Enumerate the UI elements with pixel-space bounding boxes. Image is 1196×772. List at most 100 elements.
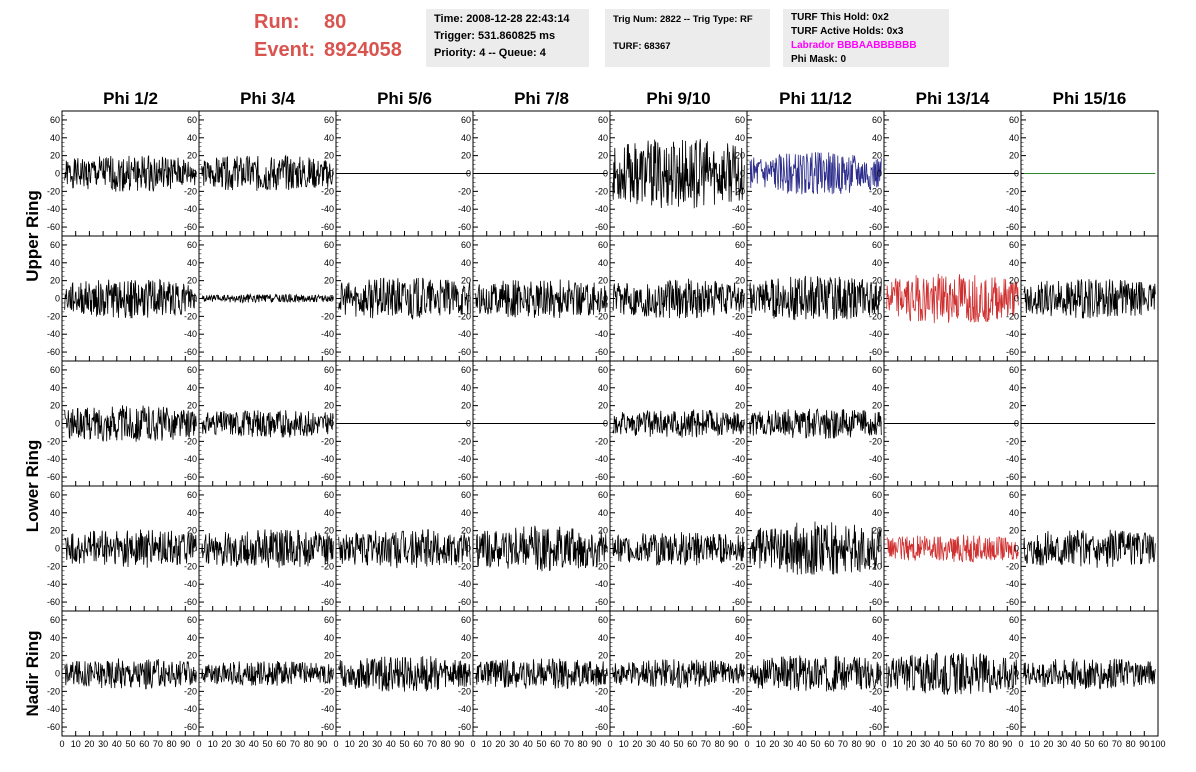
x-tick-label: 70 — [701, 739, 711, 749]
x-tick-label: 40 — [797, 739, 807, 749]
trigger-text: Trigger: 531.860825 ms — [434, 30, 556, 42]
y-tick-label: 0 — [603, 419, 608, 429]
x-tick-label: 30 — [509, 739, 519, 749]
y-tick-label: -20 — [595, 311, 608, 321]
y-tick-label: 40 — [735, 633, 745, 643]
y-tick-label: -60 — [732, 597, 745, 607]
x-tick-label: 40 — [523, 739, 533, 749]
x-tick-label: 90 — [180, 739, 190, 749]
x-tick-label: 0 — [744, 739, 749, 749]
y-tick-label: 40 — [187, 133, 197, 143]
x-tick-label: 80 — [578, 739, 588, 749]
y-tick-label: 60 — [598, 365, 608, 375]
y-tick-label: 40 — [598, 133, 608, 143]
run-event-block: Run: 80 Event: 8924058 — [254, 8, 402, 64]
y-tick-label: -60 — [47, 472, 60, 482]
y-tick-label: 20 — [1009, 151, 1019, 161]
y-tick-label: 20 — [50, 526, 60, 536]
y-tick-label: -60 — [321, 722, 334, 732]
x-tick-label: 70 — [564, 739, 574, 749]
y-tick-label: 0 — [740, 169, 745, 179]
y-tick-label: 0 — [466, 669, 471, 679]
x-tick-label: 40 — [386, 739, 396, 749]
waveform-trace — [64, 658, 197, 690]
y-tick-label: 40 — [461, 633, 471, 643]
y-tick-label: -60 — [458, 347, 471, 357]
y-tick-label: -20 — [184, 561, 197, 571]
y-tick-label: -60 — [732, 347, 745, 357]
y-tick-label: -20 — [458, 311, 471, 321]
y-tick-label: 20 — [872, 651, 882, 661]
x-tick-label: 60 — [276, 739, 286, 749]
y-tick-label: -40 — [184, 204, 197, 214]
waveform-trace — [886, 652, 1019, 695]
y-tick-label: 20 — [735, 526, 745, 536]
y-tick-label: -40 — [184, 579, 197, 589]
y-tick-label: 40 — [598, 383, 608, 393]
turf-text: TURF: 68367 — [613, 41, 671, 52]
y-tick-label: -40 — [458, 329, 471, 339]
y-tick-label: 20 — [735, 151, 745, 161]
y-tick-label: -40 — [595, 329, 608, 339]
y-tick-label: 20 — [872, 276, 882, 286]
y-tick-label: 40 — [461, 383, 471, 393]
waveform-trace — [338, 277, 471, 320]
y-tick-label: 0 — [466, 544, 471, 554]
x-tick-label: 0 — [470, 739, 475, 749]
y-tick-label: 40 — [598, 633, 608, 643]
waveform-trace — [201, 293, 334, 304]
y-tick-label: 20 — [50, 401, 60, 411]
y-tick-label: 0 — [329, 669, 334, 679]
x-tick-label: 70 — [1112, 739, 1122, 749]
y-tick-label: -40 — [869, 704, 882, 714]
x-tick-label: 40 — [249, 739, 259, 749]
x-tick-label: 60 — [550, 739, 560, 749]
waveform-trace — [338, 656, 471, 692]
x-tick-label: 70 — [975, 739, 985, 749]
waveform-trace — [64, 154, 197, 192]
y-tick-label: 60 — [50, 490, 60, 500]
y-tick-label: -20 — [47, 436, 60, 446]
y-tick-label: -20 — [869, 186, 882, 196]
y-tick-label: 40 — [187, 383, 197, 393]
y-tick-label: 40 — [461, 258, 471, 268]
y-tick-label: 0 — [877, 419, 882, 429]
event-value: 8924058 — [324, 39, 402, 61]
y-tick-label: 40 — [187, 508, 197, 518]
x-tick-label: 80 — [167, 739, 177, 749]
y-tick-label: 0 — [329, 169, 334, 179]
y-tick-label: 0 — [55, 544, 60, 554]
y-tick-label: 20 — [461, 651, 471, 661]
y-tick-label: 40 — [735, 133, 745, 143]
y-tick-label: 40 — [50, 383, 60, 393]
y-tick-label: 40 — [735, 508, 745, 518]
y-tick-label: -40 — [1006, 454, 1019, 464]
y-tick-label: 0 — [466, 294, 471, 304]
y-tick-label: 60 — [324, 365, 334, 375]
y-tick-label: 60 — [735, 615, 745, 625]
x-tick-label: 10 — [71, 739, 81, 749]
y-tick-label: -20 — [47, 186, 60, 196]
x-tick-label: 40 — [934, 739, 944, 749]
y-tick-label: 40 — [50, 633, 60, 643]
y-tick-label: -60 — [869, 347, 882, 357]
y-tick-label: 40 — [324, 133, 334, 143]
y-tick-label: 0 — [1014, 544, 1019, 554]
y-tick-label: -40 — [47, 454, 60, 464]
y-tick-label: 0 — [466, 419, 471, 429]
y-tick-label: 40 — [324, 508, 334, 518]
y-tick-label: -60 — [595, 472, 608, 482]
y-tick-label: 40 — [50, 133, 60, 143]
y-tick-label: 20 — [735, 276, 745, 286]
y-tick-label: -40 — [47, 329, 60, 339]
y-tick-label: -20 — [732, 186, 745, 196]
y-tick-label: 40 — [187, 258, 197, 268]
x-tick-label: 60 — [139, 739, 149, 749]
y-tick-label: 40 — [50, 508, 60, 518]
x-tick-label: 20 — [769, 739, 779, 749]
x-tick-label: 70 — [427, 739, 437, 749]
y-tick-label: 60 — [187, 115, 197, 125]
y-tick-label: 0 — [877, 544, 882, 554]
ring-label: Upper Ring — [23, 190, 42, 282]
y-tick-label: -20 — [321, 311, 334, 321]
